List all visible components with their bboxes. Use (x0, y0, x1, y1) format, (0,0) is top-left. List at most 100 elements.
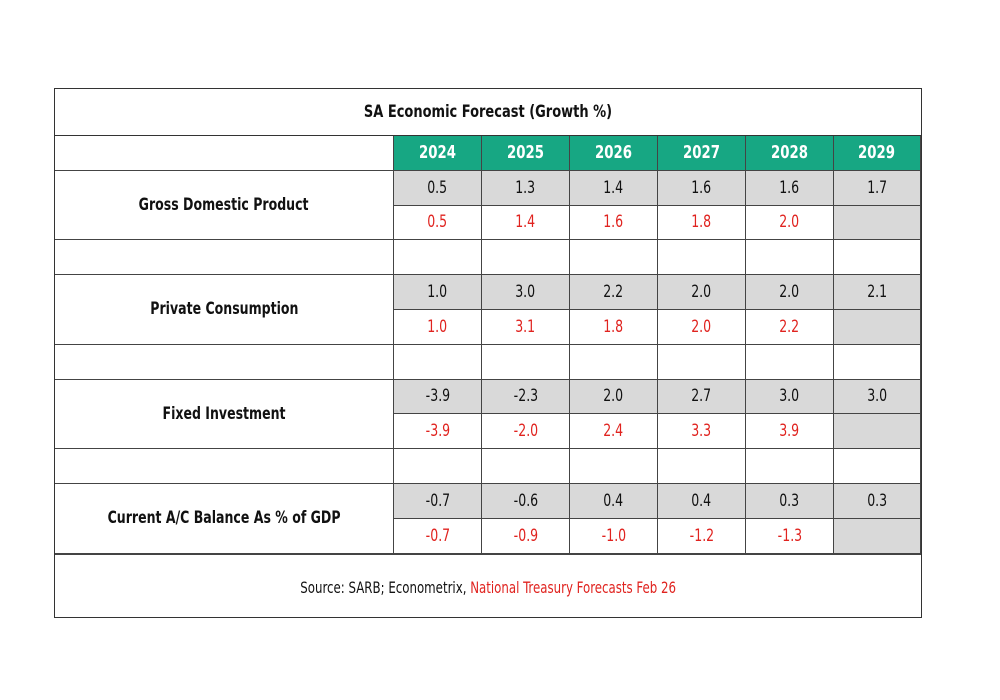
treasury-value-r2-2025: 3.1 (482, 310, 570, 345)
projection-value-r3-2024-text: -3.9 (425, 386, 450, 407)
projection-value-r1-2026-text: 1.4 (603, 177, 624, 198)
row-label-4-text: Current A/C Balance As % of GDP (107, 508, 341, 529)
projection-value-r1-2027-text: 1.6 (691, 177, 712, 198)
year-header-2026: 2026 (570, 136, 658, 171)
year-header-2026-text: 2026 (595, 142, 632, 164)
year-header-2027-text: 2027 (683, 142, 720, 164)
spacer-cell-3-2024 (394, 449, 482, 484)
projection-value-r2-2024-text: 1.0 (427, 282, 448, 303)
row-label-2-text: Private Consumption (149, 299, 299, 320)
treasury-value-r1-2029 (834, 205, 921, 241)
projection-value-r2-2029-text: 2.1 (867, 282, 887, 303)
projection-value-r3-2029-text: 3.0 (867, 386, 887, 407)
treasury-value-r2-2028-text: 2.2 (779, 316, 800, 337)
treasury-value-r1-2028-text: 2.0 (779, 212, 800, 233)
treasury-value-r4-2026: -1.0 (570, 518, 658, 554)
treasury-value-r3-2028-text: 3.9 (779, 421, 800, 442)
spacer-cell-2-2024 (394, 344, 482, 380)
spacer-cell-2-2029 (834, 344, 921, 380)
projection-value-r4-2028-text: 0.3 (779, 490, 800, 511)
spacer-label-3 (55, 449, 394, 484)
spacer-cell-1-2024 (394, 240, 482, 276)
spacer-cell-2-2026 (570, 344, 658, 380)
source-note: Source: SARB; Econometrix, National Trea… (55, 557, 921, 617)
treasury-value-r2-2027-text: 2.0 (691, 316, 712, 337)
treasury-value-r4-2025-text: -0.9 (513, 525, 538, 546)
year-header-2024: 2024 (394, 136, 482, 171)
treasury-value-r4-2026-text: -1.0 (601, 525, 626, 546)
projection-value-r3-2028: 3.0 (746, 379, 834, 415)
year-header-2025-text: 2025 (507, 142, 544, 164)
projection-value-r4-2028: 0.3 (746, 484, 834, 519)
treasury-value-r3-2025: -2.0 (482, 414, 570, 450)
spacer-cell-2-2028 (746, 344, 834, 380)
treasury-value-r3-2027-text: 3.3 (691, 421, 712, 442)
spacer-cell-3-2029 (834, 449, 921, 484)
treasury-value-r3-2026: 2.4 (570, 414, 658, 450)
treasury-value-r1-2027: 1.8 (658, 205, 746, 241)
treasury-value-r3-2028: 3.9 (746, 414, 834, 450)
table-title-text: SA Economic Forecast (Growth %) (363, 102, 613, 122)
treasury-value-r4-2024-text: -0.7 (425, 525, 450, 546)
projection-value-r3-2028-text: 3.0 (779, 386, 800, 407)
treasury-value-r1-2025-text: 1.4 (515, 212, 536, 233)
projection-value-r1-2027: 1.6 (658, 170, 746, 206)
projection-value-r4-2024: -0.7 (394, 484, 482, 519)
year-header-2028: 2028 (746, 136, 834, 171)
table-bottom-rule (55, 553, 921, 555)
treasury-value-r3-2027: 3.3 (658, 414, 746, 450)
year-header-2028-text: 2028 (771, 142, 808, 164)
projection-value-r2-2027-text: 2.0 (691, 282, 712, 303)
table-title: SA Economic Forecast (Growth %) (55, 89, 921, 136)
row-label-3-text: Fixed Investment (162, 403, 286, 424)
year-header-2025: 2025 (482, 136, 570, 171)
projection-value-r1-2024: 0.5 (394, 170, 482, 206)
treasury-value-r4-2028: -1.3 (746, 518, 834, 554)
treasury-value-r4-2024: -0.7 (394, 518, 482, 554)
projection-value-r2-2027: 2.0 (658, 275, 746, 310)
spacer-cell-3-2025 (482, 449, 570, 484)
treasury-value-r4-2029 (834, 518, 921, 554)
spacer-cell-1-2028 (746, 240, 834, 276)
treasury-value-r4-2028-text: -1.3 (777, 525, 802, 546)
treasury-value-r1-2024: 0.5 (394, 205, 482, 241)
treasury-value-r3-2029 (834, 414, 921, 450)
spacer-cell-1-2029 (834, 240, 921, 276)
projection-value-r2-2025-text: 3.0 (515, 282, 536, 303)
treasury-value-r4-2027-text: -1.2 (689, 525, 714, 546)
projection-value-r4-2025-text: -0.6 (513, 490, 538, 511)
projection-value-r4-2026: 0.4 (570, 484, 658, 519)
projection-value-r1-2029: 1.7 (834, 170, 921, 206)
year-header-2029: 2029 (834, 136, 921, 171)
source-prefix: Source: SARB; Econometrix, (300, 577, 471, 597)
projection-value-r4-2025: -0.6 (482, 484, 570, 519)
source-highlight: National Treasury Forecasts Feb 26 (470, 577, 676, 597)
spacer-cell-2-2027 (658, 344, 746, 380)
projection-value-r4-2024-text: -0.7 (425, 490, 450, 511)
treasury-value-r3-2025-text: -2.0 (513, 421, 538, 442)
projection-value-r4-2027: 0.4 (658, 484, 746, 519)
treasury-value-r2-2024: 1.0 (394, 310, 482, 345)
projection-value-r1-2025: 1.3 (482, 170, 570, 206)
projection-value-r2-2028: 2.0 (746, 275, 834, 310)
projection-value-r1-2029-text: 1.7 (867, 177, 887, 198)
treasury-value-r2-2025-text: 3.1 (515, 316, 536, 337)
projection-value-r1-2028: 1.6 (746, 170, 834, 206)
spacer-cell-1-2026 (570, 240, 658, 276)
treasury-value-r1-2027-text: 1.8 (691, 212, 712, 233)
spacer-cell-3-2028 (746, 449, 834, 484)
projection-value-r3-2026: 2.0 (570, 379, 658, 415)
projection-value-r2-2026-text: 2.2 (603, 282, 624, 303)
treasury-value-r1-2028: 2.0 (746, 205, 834, 241)
treasury-value-r2-2026: 1.8 (570, 310, 658, 345)
projection-value-r1-2026: 1.4 (570, 170, 658, 206)
projection-value-r3-2026-text: 2.0 (603, 386, 624, 407)
treasury-value-r4-2027: -1.2 (658, 518, 746, 554)
spacer-cell-3-2026 (570, 449, 658, 484)
treasury-value-r2-2028: 2.2 (746, 310, 834, 345)
projection-value-r3-2027: 2.7 (658, 379, 746, 415)
projection-value-r3-2025: -2.3 (482, 379, 570, 415)
projection-value-r4-2026-text: 0.4 (603, 490, 624, 511)
projection-value-r4-2029: 0.3 (834, 484, 921, 519)
projection-value-r3-2027-text: 2.7 (691, 386, 712, 407)
